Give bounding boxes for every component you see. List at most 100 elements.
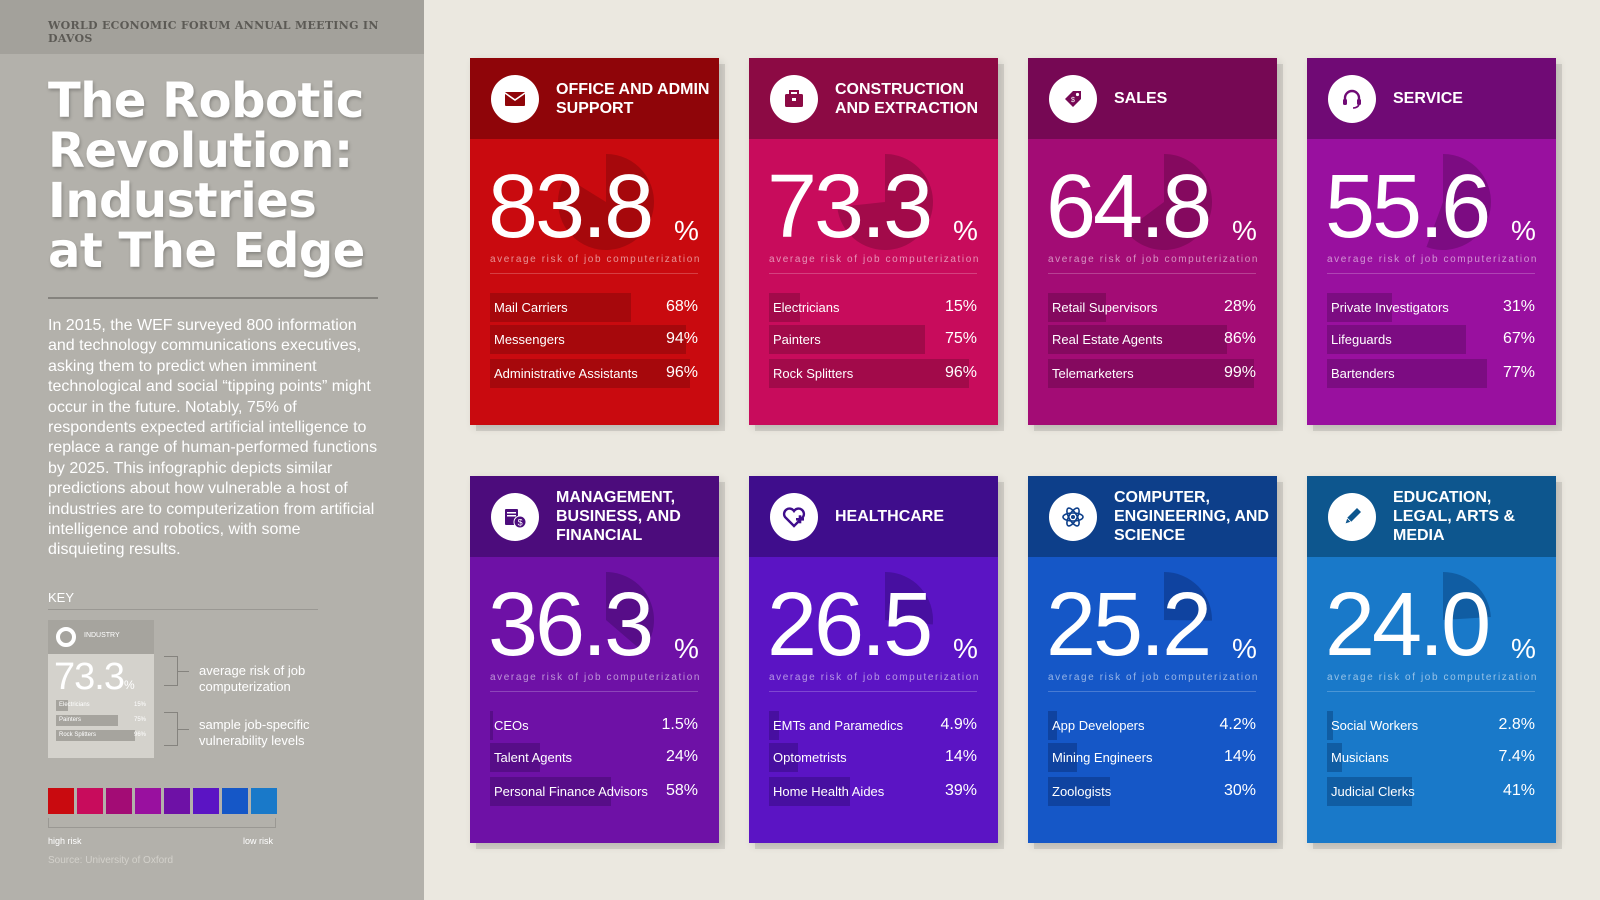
job-row: Talent Agents 24% — [490, 743, 698, 772]
job-row: Rock Splitters 96% — [769, 359, 977, 388]
job-row: Electricians 15% — [769, 293, 977, 322]
event-header: WORLD ECONOMIC FORUM ANNUAL MEETING IN D… — [0, 0, 424, 54]
key-sample-row: Electricians 15% — [56, 700, 146, 711]
key-sample-value: 73.3% — [54, 658, 135, 704]
atom-icon — [1049, 493, 1097, 541]
key-sample-card: INDUSTRY 73.3% Electricians 15% Painters 75… — [48, 620, 154, 758]
risk-swatch — [106, 788, 132, 814]
job-risk-bar — [1048, 777, 1111, 806]
caption-divider — [1327, 691, 1535, 692]
average-risk-value: 55.6 — [1325, 157, 1491, 257]
svg-text:$: $ — [1071, 97, 1075, 104]
risk-pie — [1125, 154, 1212, 250]
job-risk-bar — [1327, 711, 1333, 740]
job-risk-value: 14% — [944, 748, 977, 765]
job-row: Mail Carriers 68% — [490, 293, 698, 322]
risk-swatch — [48, 788, 74, 814]
job-risk-bar — [769, 325, 925, 354]
average-risk-percent-sign: % — [674, 633, 699, 664]
risk-pie-slice — [1443, 572, 1491, 620]
key-note-average: average risk of job computerization — [199, 663, 306, 694]
key-sample-bar — [56, 730, 136, 741]
risk-swatch — [77, 788, 103, 814]
industry-card-header: EDUCATION, LEGAL, ARTS & MEDIA — [1307, 476, 1556, 557]
average-risk-caption: average risk of job computerization — [769, 254, 981, 265]
key-sample-percent: % — [123, 678, 135, 692]
intro-text: In 2015, the WEF surveyed 800 informatio… — [48, 317, 378, 559]
job-row: Judicial Clerks 41% — [1327, 777, 1535, 806]
title-line: Industries — [48, 173, 317, 229]
job-risk-bar — [769, 743, 799, 772]
toolbox-icon — [770, 75, 818, 123]
heart-plus-icon — [770, 493, 818, 541]
average-risk-percent-sign: % — [953, 215, 978, 246]
industry-card: HEALTHCARE 26.5% average risk of job compu… — [749, 476, 998, 843]
key-sample-job: Painters — [59, 717, 82, 723]
caption-divider — [769, 273, 977, 274]
key-sample-rows: Electricians 15% Painters 75% Rock Splitters… — [56, 700, 146, 745]
job-risk-value: 4.2% — [1219, 716, 1256, 733]
caption-divider — [490, 691, 698, 692]
average-risk-caption: average risk of job computerization — [1048, 254, 1260, 265]
average-risk-value: 36.3 — [488, 575, 654, 675]
risk-swatch — [164, 788, 190, 814]
industry-name: SALES — [1114, 90, 1168, 107]
risk-pie — [837, 154, 933, 250]
key-sample-job: Electricians — [59, 702, 90, 708]
risk-color-scale — [48, 788, 277, 814]
job-risk-bar — [769, 359, 969, 388]
job-risk-value: 7.4% — [1498, 748, 1535, 765]
job-risk-bar — [490, 325, 686, 354]
job-name: Painters — [773, 332, 821, 347]
job-name: CEOs — [494, 718, 529, 733]
job-risk-bar — [1048, 743, 1078, 772]
envelope-icon — [491, 75, 539, 123]
job-row: Mining Engineers 14% — [1048, 743, 1256, 772]
average-risk-value: 83.8 — [488, 157, 654, 257]
job-name: Telemarketers — [1052, 366, 1134, 381]
job-risk-value: 24% — [665, 748, 698, 765]
risk-pie-slice — [1426, 154, 1491, 250]
job-name: Retail Supervisors — [1052, 300, 1158, 315]
job-row: Optometrists 14% — [769, 743, 977, 772]
price-tag-icon: $ — [1049, 75, 1097, 123]
key-sample-header: INDUSTRY — [48, 620, 154, 654]
job-risk-value: 96% — [944, 364, 977, 381]
job-row: Musicians 7.4% — [1327, 743, 1535, 772]
title-line: Revolution: — [48, 123, 353, 179]
job-row: Messengers 94% — [490, 325, 698, 354]
job-name: Real Estate Agents — [1052, 332, 1163, 347]
title-line: at The Edge — [48, 223, 365, 279]
average-risk-value: 26.5 — [767, 575, 933, 675]
job-risk-bar — [1327, 293, 1392, 322]
average-risk-percent-sign: % — [1232, 215, 1257, 246]
job-risk-bar — [1048, 293, 1107, 322]
average-risk-percent-sign: % — [674, 215, 699, 246]
average-risk-caption: average risk of job computerization — [1327, 672, 1539, 683]
ring-icon — [56, 627, 76, 647]
risk-pie — [1164, 572, 1212, 621]
risk-swatch — [193, 788, 219, 814]
high-risk-label: high risk — [48, 836, 82, 846]
risk-pie — [558, 154, 654, 250]
job-risk-value: 4.9% — [940, 716, 977, 733]
job-row: Bartenders 77% — [1327, 359, 1535, 388]
industry-card: CONSTRUCTION AND EXTRACTION 73.3% average … — [749, 58, 998, 425]
job-risk-bar — [490, 359, 690, 388]
job-row: Social Workers 2.8% — [1327, 711, 1535, 740]
key-label: KEY — [48, 590, 75, 605]
job-risk-value: 15% — [944, 298, 977, 315]
average-risk-value: 25.2 — [1046, 575, 1212, 675]
job-risk-bar — [1048, 711, 1057, 740]
job-risk-bar — [769, 711, 780, 740]
key-sample-bar — [56, 715, 119, 726]
industry-card-header: OFFICE AND ADMIN SUPPORT — [470, 58, 719, 139]
job-risk-value: 58% — [665, 782, 698, 799]
sidebar: WORLD ECONOMIC FORUM ANNUAL MEETING IN D… — [0, 0, 424, 900]
key-brace-average — [164, 656, 189, 686]
job-risk-bar — [490, 293, 632, 322]
job-risk-value: 94% — [665, 330, 698, 347]
key-brace-sample — [164, 712, 189, 746]
average-risk-caption: average risk of job computerization — [1048, 672, 1260, 683]
industry-name: COMPUTER, ENGINEERING, AND SCIENCE — [1114, 489, 1269, 544]
